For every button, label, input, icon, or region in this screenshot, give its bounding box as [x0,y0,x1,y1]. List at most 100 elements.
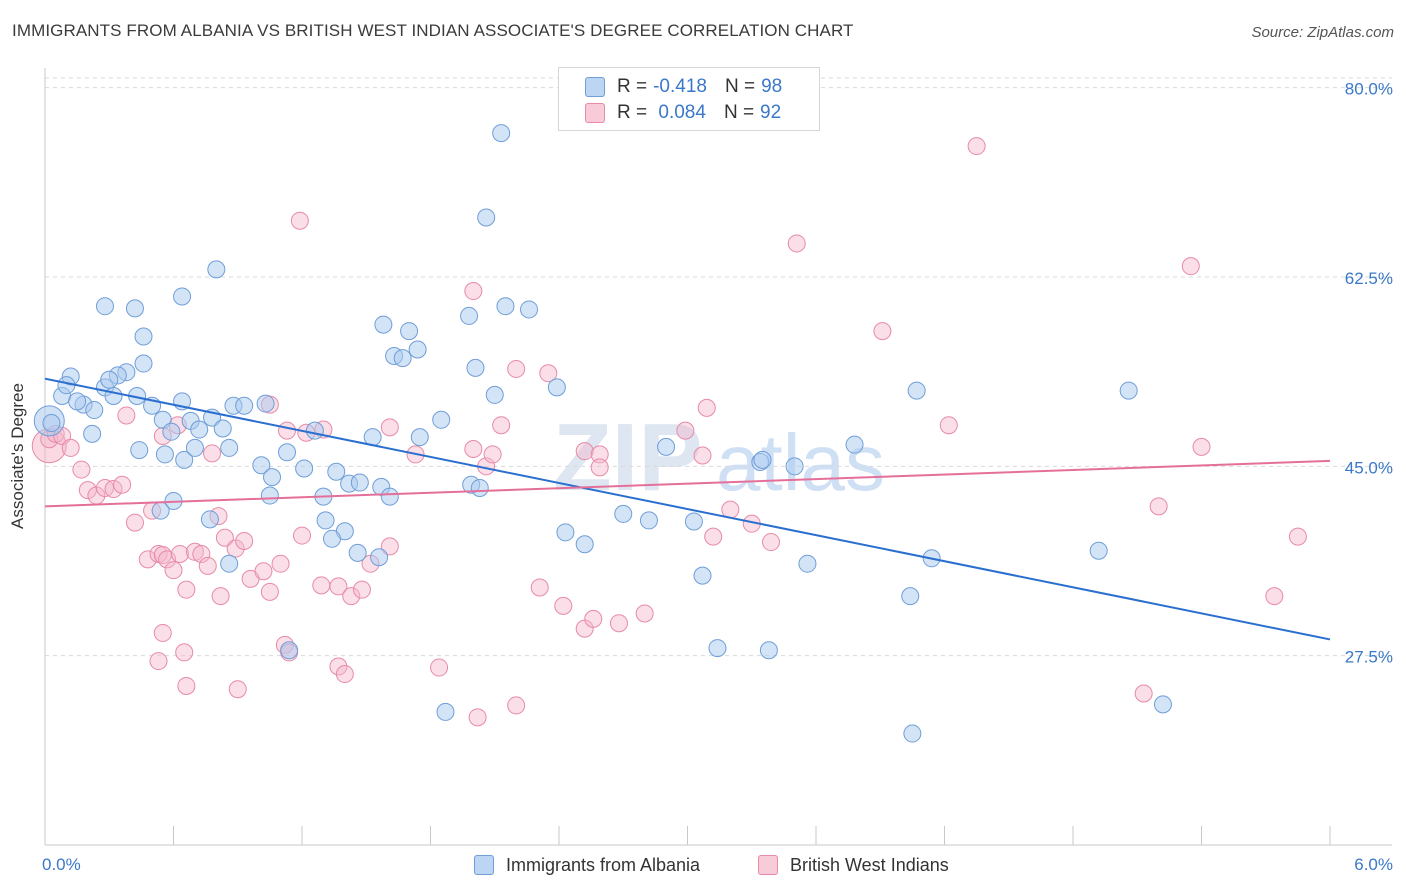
data-point-albania [432,410,451,429]
data-point-albania [798,554,817,573]
data-point-albania [485,385,504,404]
data-point-albania [1153,695,1172,714]
data-point-albania [1119,381,1138,400]
data-point-bwi [590,445,609,464]
data-point-bwi [1265,587,1284,606]
data-point-albania [185,438,204,457]
legend-n-label: N = [723,102,755,123]
data-point-albania [400,322,419,341]
data-point-albania [173,287,192,306]
data-point-albania [83,424,102,443]
bottom-legend-swatch-bwi [758,855,778,875]
data-point-albania [190,420,209,439]
data-point-bwi [228,680,247,699]
data-point-albania [207,260,226,279]
data-point-albania [295,459,314,478]
data-point-bwi [693,446,712,465]
data-point-bwi [380,418,399,437]
y-tick-label: 62.5% [1345,269,1393,288]
data-point-albania [466,358,485,377]
trend-lines [44,377,1331,641]
legend-swatch-bwi [585,103,605,123]
data-point-bwi [575,442,594,461]
data-point-bwi [468,708,487,727]
data-point-bwi [164,561,183,580]
data-point-albania [280,641,299,660]
data-point-bwi [104,480,123,499]
data-point-albania [547,378,566,397]
data-point-albania [477,208,496,227]
legend-n-label: N = [724,76,756,97]
tick-labels: 27.5% 45.0% 62.5% 80.0% 0.0% 6.0% [42,80,1393,874]
data-point-bwi [175,643,194,662]
data-point-albania [151,501,170,520]
data-point-albania [305,421,324,440]
data-point-albania [220,438,239,457]
legend-row-albania: R = -0.418 N = 98 [585,75,782,99]
data-point-albania [901,587,920,606]
data-point-albania [256,394,275,413]
x-tick-label-max: 6.0% [1354,855,1393,874]
data-point-bwi [697,398,716,417]
legend-n-value: 98 [761,76,783,97]
data-point-albania [496,297,515,316]
data-point-bwi [293,526,311,545]
trend-line-bwi [44,459,1331,508]
data-point-albania [460,306,479,325]
legend-r-label: R = [617,102,648,123]
data-point-bwi [198,556,217,575]
data-point-bwi [590,458,609,477]
bottom-legend-albania: Immigrants from Albania [474,852,700,878]
data-point-bwi [939,416,958,435]
data-point-albania [492,124,511,143]
data-point-albania [100,370,119,389]
data-point-albania [693,566,712,585]
data-point-bwi [483,445,502,464]
data-point-albania [175,450,194,469]
data-point-albania [380,487,399,506]
data-point-bwi [192,544,211,563]
data-point-albania [759,641,778,660]
legend-box: R = -0.418 N = 98 R = 0.084 N = 92 [558,67,820,131]
data-point-albania [130,441,149,460]
data-point-bwi [170,544,189,563]
x-tick-label-min: 0.0% [42,855,81,874]
data-point-albania [470,478,489,497]
data-point-bwi [430,658,449,677]
data-point-bwi [235,531,254,550]
data-point-albania [753,450,772,469]
data-point-bwi [211,587,230,606]
data-point-albania [575,535,594,554]
data-point-albania [263,468,282,487]
data-point-bwi [584,609,603,628]
data-point-albania [520,300,539,319]
data-point-bwi [704,527,723,546]
data-point-albania [220,554,239,573]
data-point-albania [350,473,369,492]
data-point-bwi [352,580,371,599]
data-point-albania [556,523,575,542]
data-point-bwi [215,528,234,547]
data-point-albania [374,315,393,334]
data-point-bwi [762,533,781,552]
data-point-bwi [125,513,144,532]
data-point-bwi [380,537,399,556]
data-point-bwi [1134,684,1153,703]
data-point-albania [68,392,87,411]
legend-r-label: R = [617,76,648,97]
data-point-bwi [260,582,279,601]
data-point-albania [322,529,341,548]
data-point-bwi [539,364,558,383]
bottom-legend-swatch-albania [474,855,494,875]
data-point-bwi [967,137,986,156]
data-point-albania [85,401,104,420]
data-point-bwi [1149,497,1168,516]
data-point-albania [278,443,297,462]
chart-title: IMMIGRANTS FROM ALBANIA VS BRITISH WEST … [12,21,854,40]
data-point-bwi [72,460,91,479]
y-tick-label: 45.0% [1345,458,1393,477]
y-tick-label: 80.0% [1345,80,1393,99]
data-point-albania [316,511,335,530]
bottom-legend-label-bwi: British West Indians [790,854,949,875]
data-point-albania [104,386,123,405]
